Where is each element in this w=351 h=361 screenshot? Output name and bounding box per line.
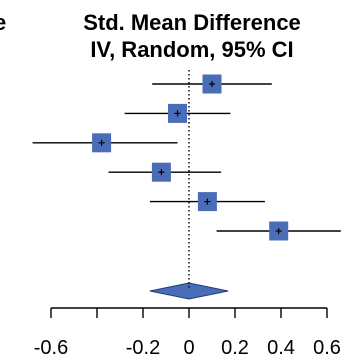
study-row bbox=[152, 74, 272, 94]
x-tick-label: 0.4 bbox=[267, 337, 295, 359]
x-axis: -0.6 -0.2 0 0.2 0.4 0.6 bbox=[34, 70, 341, 359]
pooled-effect bbox=[149, 282, 229, 300]
x-tick-label: 0.2 bbox=[221, 337, 249, 359]
x-tick-label: 0.6 bbox=[313, 337, 341, 359]
study-row bbox=[32, 133, 178, 153]
header-line-1: Std. Mean Difference bbox=[83, 10, 301, 35]
header-left-cut: e bbox=[0, 10, 6, 35]
study-row bbox=[149, 192, 265, 212]
header-line-2: IV, Random, 95% CI bbox=[90, 37, 293, 62]
x-tick-label: -0.6 bbox=[34, 337, 68, 359]
pooled-diamond bbox=[149, 282, 229, 300]
study-row bbox=[216, 221, 341, 241]
study-row bbox=[108, 162, 222, 182]
study-row bbox=[124, 103, 231, 123]
study-rows bbox=[32, 74, 341, 241]
x-tick-label: -0.2 bbox=[126, 337, 160, 359]
x-tick-label: 0 bbox=[183, 337, 194, 359]
